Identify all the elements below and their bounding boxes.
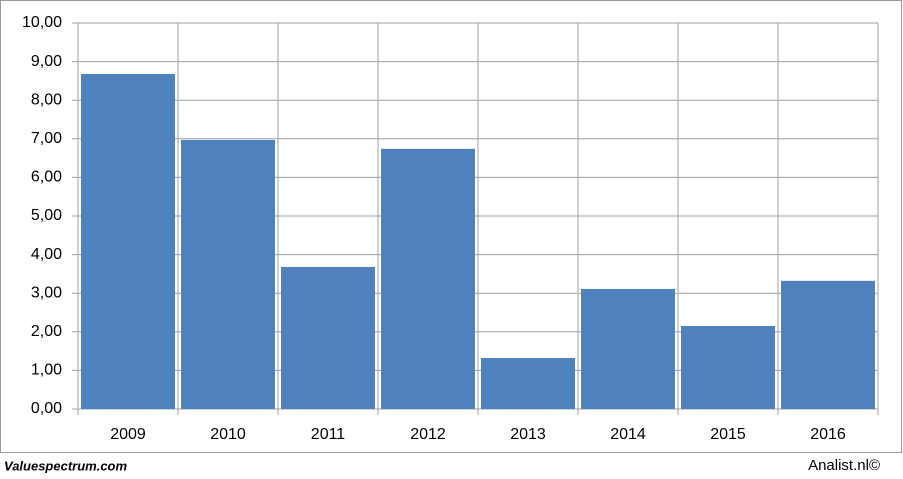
x-tick-label: 2010 xyxy=(210,426,246,443)
y-tick-label: 9,00 xyxy=(31,53,62,70)
y-tick-label: 7,00 xyxy=(31,130,62,147)
y-tick-label: 4,00 xyxy=(31,246,62,263)
y-tick-label: 5,00 xyxy=(31,207,62,224)
x-tick-label: 2009 xyxy=(110,426,146,443)
y-tick-label: 6,00 xyxy=(31,169,62,186)
y-tick-label: 0,00 xyxy=(31,400,62,417)
footer-right: Analist.nl© xyxy=(808,457,880,474)
bar xyxy=(581,288,675,409)
bar xyxy=(681,326,775,409)
y-tick-label: 8,00 xyxy=(31,91,62,108)
footer-left: Valuespectrum.com xyxy=(4,458,128,473)
x-tick-label: 2016 xyxy=(810,426,846,443)
bar xyxy=(81,73,175,410)
x-tick-label: 2014 xyxy=(610,426,646,443)
bar xyxy=(481,358,575,409)
y-tick-label: 2,00 xyxy=(31,323,62,340)
x-tick-label: 2015 xyxy=(710,426,746,443)
x-tick-label: 2012 xyxy=(410,426,446,443)
y-tick-label: 3,00 xyxy=(31,284,62,301)
bar xyxy=(781,280,875,409)
bar xyxy=(381,148,475,409)
x-tick-label: 2013 xyxy=(510,426,546,443)
x-tick-label: 2011 xyxy=(311,426,346,443)
bar xyxy=(181,139,275,409)
bar xyxy=(281,266,375,409)
y-tick-label: 1,00 xyxy=(31,362,62,379)
y-tick-label: 10,00 xyxy=(22,14,62,31)
